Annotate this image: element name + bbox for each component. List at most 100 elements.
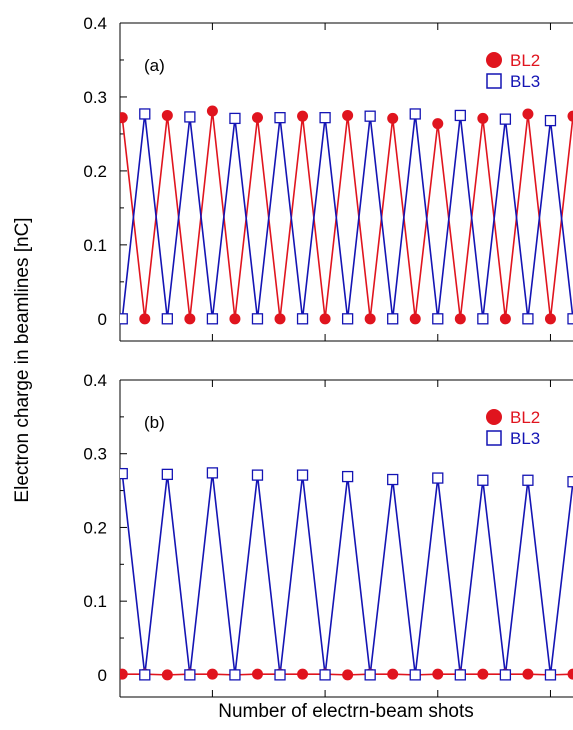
data-point-bl2: [117, 112, 128, 123]
x-axis-title: Number of electrn-beam shots: [218, 701, 474, 722]
y-tick-label: 0: [98, 666, 107, 685]
series-line-bl2: [122, 111, 573, 319]
data-point-bl2: [342, 110, 353, 121]
panel-b: [117, 380, 573, 697]
data-point-bl3: [117, 314, 127, 324]
data-point-bl2: [432, 669, 443, 680]
data-point-bl3: [117, 469, 127, 479]
data-point-bl3: [568, 477, 573, 487]
data-point-bl3: [275, 670, 285, 680]
plot-area: [117, 106, 573, 325]
data-point-bl3: [365, 670, 375, 680]
data-point-bl3: [275, 113, 285, 123]
panel-label: (a): [144, 56, 165, 75]
legend-label-bl3: BL3: [510, 429, 540, 448]
data-point-bl3: [252, 314, 262, 324]
data-point-bl2: [320, 313, 331, 324]
data-point-bl3: [298, 314, 308, 324]
y-axis-title: Electron charge in beamlines [nC]: [12, 217, 33, 502]
data-point-bl3: [230, 113, 240, 123]
data-point-bl2: [477, 669, 488, 680]
data-point-bl3: [478, 314, 488, 324]
data-point-bl2: [297, 669, 308, 680]
legend-marker-bl3: [487, 74, 501, 88]
data-point-bl3: [140, 670, 150, 680]
data-point-bl3: [500, 670, 510, 680]
data-point-bl3: [410, 109, 420, 119]
y-tick-label: 0.2: [83, 518, 107, 537]
data-point-bl3: [365, 111, 375, 121]
data-point-bl2: [297, 111, 308, 122]
data-point-bl3: [230, 670, 240, 680]
data-point-bl3: [545, 116, 555, 126]
data-point-bl3: [140, 109, 150, 119]
data-point-bl2: [365, 313, 376, 324]
data-point-bl2: [162, 110, 173, 121]
data-point-bl3: [252, 470, 262, 480]
data-point-bl2: [275, 313, 286, 324]
data-point-bl2: [432, 118, 443, 129]
panel-label: (b): [144, 413, 165, 432]
y-tick-label: 0.4: [83, 371, 107, 390]
data-point-bl2: [387, 669, 398, 680]
data-point-bl3: [410, 670, 420, 680]
y-tick-label: 0.4: [83, 14, 107, 33]
data-point-bl2: [162, 669, 173, 680]
y-tick-label: 0.2: [83, 162, 107, 181]
data-point-bl2: [387, 113, 398, 124]
series-line-bl3: [122, 473, 573, 675]
data-point-bl3: [523, 314, 533, 324]
data-point-bl2: [568, 111, 573, 122]
data-point-bl3: [523, 475, 533, 485]
data-point-bl2: [500, 313, 511, 324]
data-point-bl3: [545, 670, 555, 680]
data-point-bl2: [522, 108, 533, 119]
data-point-bl3: [455, 670, 465, 680]
data-point-bl2: [117, 669, 128, 680]
data-point-bl3: [207, 314, 217, 324]
data-point-bl3: [298, 470, 308, 480]
legend-label-bl3: BL3: [510, 72, 540, 91]
legend-marker-bl2: [486, 52, 502, 68]
data-point-bl2: [229, 313, 240, 324]
data-point-bl3: [455, 110, 465, 120]
data-point-bl2: [184, 313, 195, 324]
data-point-bl2: [139, 313, 150, 324]
data-point-bl3: [388, 314, 398, 324]
data-point-bl2: [455, 313, 466, 324]
data-point-bl2: [568, 669, 573, 680]
data-point-bl3: [162, 469, 172, 479]
data-point-bl2: [252, 669, 263, 680]
data-point-bl3: [320, 670, 330, 680]
data-point-bl3: [207, 468, 217, 478]
data-point-bl3: [568, 314, 573, 324]
data-point-bl3: [433, 473, 443, 483]
data-point-bl3: [433, 314, 443, 324]
data-point-bl3: [162, 314, 172, 324]
y-tick-label: 0.1: [83, 236, 107, 255]
data-point-bl2: [342, 669, 353, 680]
y-tick-label: 0.1: [83, 592, 107, 611]
data-point-bl3: [500, 114, 510, 124]
data-point-bl3: [478, 475, 488, 485]
series-line-bl3: [122, 114, 573, 319]
data-point-bl2: [477, 113, 488, 124]
data-point-bl2: [410, 313, 421, 324]
legend-label-bl2: BL2: [510, 51, 540, 70]
data-point-bl3: [320, 113, 330, 123]
data-point-bl3: [388, 475, 398, 485]
y-tick-label: 0.3: [83, 445, 107, 464]
legend-marker-bl2: [486, 409, 502, 425]
data-point-bl2: [207, 669, 218, 680]
legend-marker-bl3: [487, 431, 501, 445]
plot-area: [117, 468, 573, 680]
data-point-bl3: [343, 314, 353, 324]
y-tick-label: 0.3: [83, 88, 107, 107]
data-point-bl3: [343, 472, 353, 482]
data-point-bl2: [522, 669, 533, 680]
panel-a: [117, 23, 573, 341]
data-point-bl2: [545, 313, 556, 324]
legend-label-bl2: BL2: [510, 408, 540, 427]
